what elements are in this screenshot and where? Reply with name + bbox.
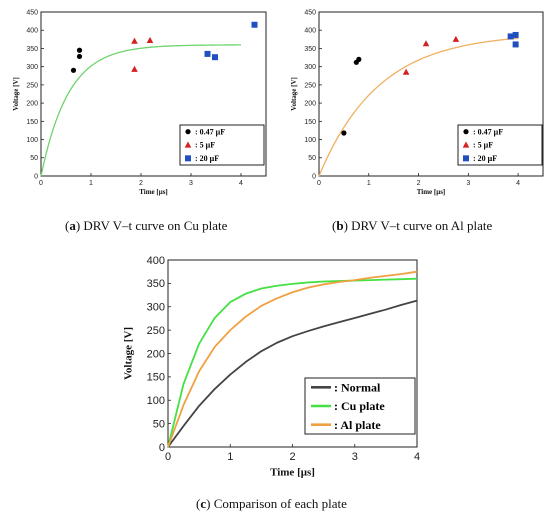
legend-label: : 20 μF — [473, 154, 497, 163]
x-tick-label: 4 — [414, 451, 420, 463]
legend-marker-triangle — [462, 141, 470, 148]
x-tick-label: 3 — [352, 451, 358, 463]
y-tick-label: 150 — [26, 119, 38, 126]
legend-label: : 0.47 μF — [195, 127, 225, 136]
legend-label: : Al plate — [334, 418, 381, 432]
y-tick-label: 0 — [312, 173, 316, 180]
legend-marker-circle — [185, 129, 191, 135]
y-tick-label: 350 — [147, 278, 165, 290]
y-tick-label: 150 — [147, 372, 165, 384]
legend-marker-triangle — [184, 141, 192, 148]
chart-b: 0 50 100 150 200 250 300 350 400 450 0 1 2 3 4 Time [μs… — [290, 9, 544, 196]
x-tick-label: 3 — [466, 180, 470, 187]
y-tick-label: 100 — [147, 395, 165, 407]
y-tick-label: 200 — [147, 348, 165, 360]
x-tick-label: 2 — [139, 180, 143, 187]
y-tick-label: 350 — [304, 46, 316, 53]
data-point-circle — [356, 56, 362, 62]
y-tick-label: 400 — [26, 28, 38, 35]
legend-marker-square — [185, 155, 191, 162]
series-line-2 — [167, 270, 418, 448]
data-point-square — [204, 50, 211, 57]
caption-b: (b) DRV V–t curve on Al plate — [332, 218, 493, 233]
y-tick-label: 300 — [147, 302, 165, 314]
x-tick-label: 0 — [165, 451, 171, 463]
x-tick-label: 2 — [417, 180, 421, 187]
data-point-square — [507, 33, 514, 40]
legend-label: : 5 μF — [473, 141, 493, 150]
y-tick-label: 100 — [304, 137, 316, 144]
legend-label: : Cu plate — [334, 399, 385, 413]
y-tick-label: 450 — [26, 9, 38, 16]
legend-label: : 20 μF — [195, 154, 219, 163]
data-point-triangle — [131, 65, 138, 72]
data-point-triangle — [146, 36, 154, 44]
data-point-square — [251, 21, 258, 28]
fitted-curve — [40, 44, 242, 177]
x-tick-label: 4 — [516, 180, 520, 187]
x-axis-label: Time [μs] — [139, 188, 168, 196]
legend-label: : Normal — [334, 381, 381, 395]
data-point-triangle — [452, 35, 460, 42]
fitted-curve — [318, 37, 519, 177]
legend-box — [457, 124, 543, 166]
legend-box — [179, 124, 265, 166]
y-tick-label: 50 — [308, 155, 316, 162]
y-tick-label: 0 — [159, 442, 165, 454]
y-tick-label: 50 — [30, 155, 38, 162]
y-tick-label: 250 — [26, 82, 38, 89]
x-tick-label: 1 — [367, 180, 371, 187]
x-tick-label: 1 — [89, 180, 93, 187]
data-point-circle — [70, 67, 77, 73]
x-axis-label: Time [μs] — [417, 188, 446, 196]
x-tick-label: 0 — [317, 180, 321, 187]
y-tick-label: 250 — [304, 82, 316, 89]
data-point-square — [512, 31, 519, 38]
data-point-square — [512, 41, 519, 48]
y-tick-label: 50 — [153, 418, 165, 430]
data-point-circle — [341, 130, 347, 136]
legend-label: : 0.47 μF — [473, 127, 503, 136]
x-axis-label: Time [μs] — [270, 467, 315, 479]
x-tick-label: 0 — [39, 180, 43, 187]
y-tick-label: 100 — [26, 137, 38, 144]
data-point-square — [212, 54, 218, 61]
series-line-1 — [167, 277, 418, 448]
y-tick-label: 250 — [147, 325, 165, 337]
x-tick-label: 2 — [289, 451, 295, 463]
x-tick-label: 1 — [227, 451, 233, 463]
data-point-circle — [76, 47, 83, 53]
data-point-triangle — [131, 37, 138, 44]
data-point-triangle — [422, 40, 430, 47]
y-axis-label: Voltage [V] — [290, 77, 298, 111]
caption-a: (a) DRV V–t curve on Cu plate — [65, 218, 228, 233]
y-tick-label: 200 — [26, 101, 38, 108]
y-tick-label: 200 — [304, 101, 316, 108]
y-tick-label: 400 — [147, 255, 165, 267]
y-axis-label: Voltage [V] — [12, 77, 20, 111]
legend-marker-square — [463, 155, 469, 162]
x-tick-label: 3 — [189, 180, 193, 187]
y-tick-label: 150 — [304, 119, 316, 126]
legend-marker-circle — [463, 129, 469, 135]
y-tick-label: 450 — [304, 9, 316, 16]
data-point-circle — [76, 53, 83, 60]
y-tick-label: 0 — [34, 173, 38, 180]
y-tick-label: 400 — [304, 28, 316, 35]
chart-a: 0 50 100 150 200 250 300 350 400 450 0 1 2 3 4 Time [μs… — [12, 9, 267, 196]
legend-label: : 5 μF — [195, 141, 215, 150]
plot-frame — [40, 11, 267, 177]
plot-frame — [318, 11, 544, 177]
data-point-triangle — [402, 68, 410, 75]
series-line-0 — [167, 299, 418, 448]
y-tick-label: 350 — [26, 46, 38, 53]
chart-c: 0 50 100 150 200 250 300 350 400 0 1 2 3 4 Time [μs] Vo… — [123, 255, 420, 479]
y-tick-label: 300 — [304, 64, 316, 71]
caption-c: (c) Comparison of each plate — [196, 496, 347, 511]
y-axis-label: Voltage [V] — [123, 327, 135, 380]
y-tick-label: 300 — [26, 64, 38, 71]
x-tick-label: 4 — [239, 180, 243, 187]
